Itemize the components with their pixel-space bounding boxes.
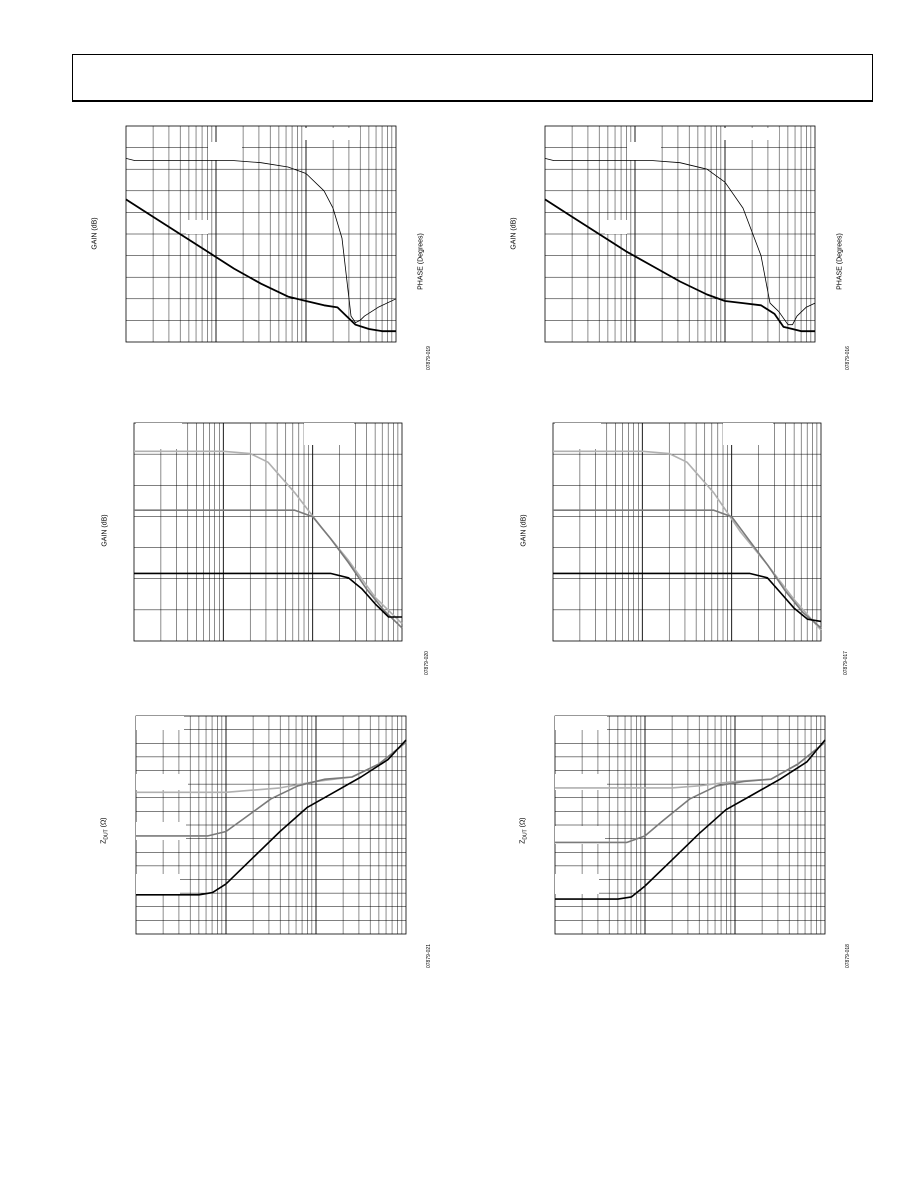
legend-box [723, 128, 779, 140]
figure-id: 07879-019 [426, 346, 432, 370]
panel-bottom-left: ZDUT (Ω) 07879-021 [90, 710, 450, 980]
chart-bottom-left [135, 715, 407, 935]
legend-box [605, 220, 627, 234]
legend-box [723, 423, 773, 445]
legend-box [304, 423, 354, 445]
series-line-2 [553, 509, 822, 629]
figure-id: 07879-021 [426, 944, 432, 968]
legend-box [555, 716, 607, 730]
panel-top-right: GAIN (dB) PHASE (Degrees) 07879-016 [509, 120, 869, 380]
figure-id: 07879-020 [424, 651, 430, 675]
series-line-2 [125, 198, 396, 333]
legend-box [555, 423, 601, 449]
legend-box [136, 874, 180, 894]
figure-id: 07879-017 [843, 651, 849, 675]
panel-middle-left: GAIN (dB) 07879-020 [90, 415, 450, 685]
plot-frame [552, 422, 822, 642]
chart-top-right [544, 125, 816, 343]
legend-box [555, 826, 605, 844]
figure-id: 07879-016 [845, 346, 851, 370]
plot-frame [133, 422, 403, 642]
series-line-1 [553, 450, 822, 631]
page-header-box [72, 54, 873, 102]
series-line-2 [544, 198, 815, 333]
series-line-1 [544, 158, 816, 326]
chart-middle-right [552, 422, 822, 642]
legend-box [627, 142, 661, 160]
series-line-3 [555, 739, 826, 900]
chart-middle-left [133, 422, 403, 642]
panel-top-left: GAIN (dB) PHASE (Degrees) 07879-019 [90, 120, 450, 380]
figure-id: 07879-018 [845, 944, 851, 968]
y2-axis-label: PHASE (Degrees) [836, 233, 844, 290]
legend-box [208, 142, 242, 160]
legend-box [555, 874, 599, 894]
legend-box [136, 716, 184, 730]
legend-box [304, 128, 360, 140]
series-line-3 [134, 572, 402, 618]
legend-box [555, 774, 607, 790]
panel-middle-right: GAIN (dB) 07879-017 [509, 415, 869, 685]
series-line-1 [134, 450, 403, 625]
series-line-2 [555, 741, 826, 844]
chart-top-left [125, 125, 397, 343]
legend-box [136, 822, 186, 840]
series-line-3 [553, 572, 822, 623]
series-line-2 [134, 509, 403, 629]
legend-box [136, 423, 182, 449]
chart-bottom-right [554, 715, 826, 935]
legend-box [186, 220, 208, 234]
series-line-1 [125, 158, 397, 324]
legend-box [136, 774, 188, 790]
panel-bottom-right: ZDUT (Ω) 07879-018 [509, 710, 869, 980]
series-line-3 [136, 739, 407, 896]
series-line-2 [136, 741, 407, 837]
y2-axis-label: PHASE (Degrees) [417, 233, 425, 290]
